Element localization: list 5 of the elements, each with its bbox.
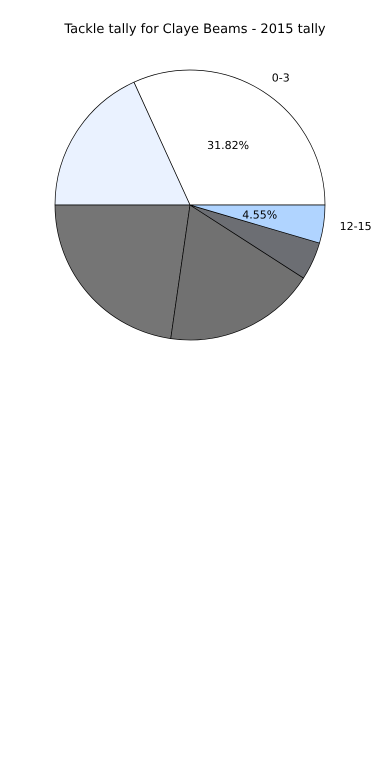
- slice-label: 0-3: [272, 71, 290, 84]
- chart-title: Tackle tally for Claye Beams - 2015 tally: [63, 22, 326, 37]
- data-label: 4.55%: [242, 208, 278, 222]
- data-label: 31.82%: [207, 139, 250, 152]
- slice-label: 12-15: [340, 220, 372, 234]
